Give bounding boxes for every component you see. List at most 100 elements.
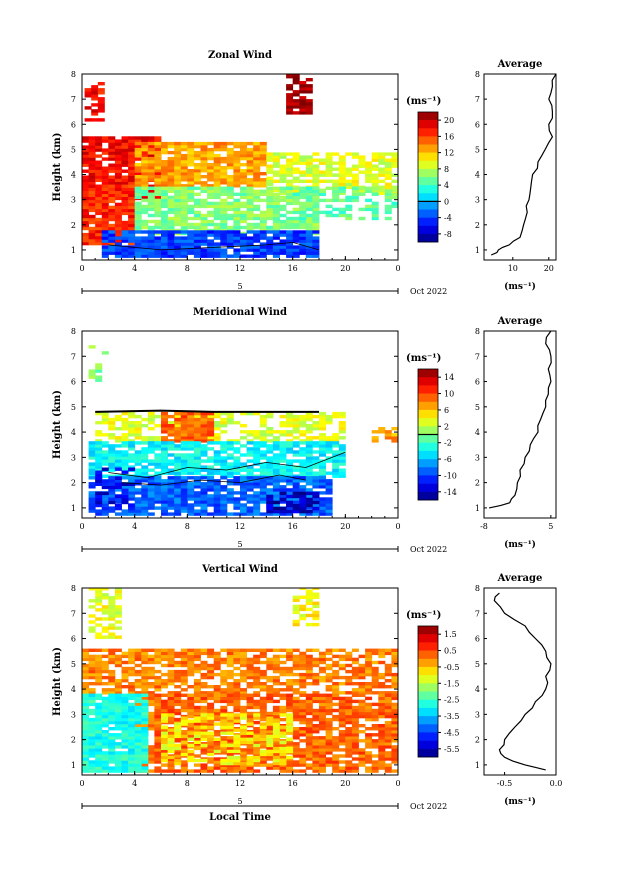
heatmap-cell — [193, 192, 201, 196]
heatmap-cell — [187, 184, 195, 188]
heatmap-cell — [108, 196, 116, 201]
heatmap-cell — [240, 506, 247, 510]
heatmap-cell — [292, 769, 300, 773]
heatmap-cell — [141, 471, 149, 475]
heatmap-cell — [180, 702, 188, 707]
heatmap-cell — [233, 254, 241, 258]
heatmap-cell — [121, 444, 129, 448]
heatmap-cell — [180, 722, 188, 726]
heatmap-cell — [161, 708, 168, 713]
heatmap-cell — [220, 751, 228, 755]
heatmap-cell — [213, 453, 221, 457]
heatmap-cell — [167, 717, 175, 722]
heatmap-cell — [213, 184, 221, 188]
heatmap-cell — [279, 648, 287, 652]
heatmap-cell — [305, 439, 313, 443]
heatmap-cell — [233, 153, 241, 158]
heatmap-cell — [325, 213, 333, 218]
heatmap-cell — [114, 232, 122, 237]
heatmap-cell — [226, 207, 234, 212]
heatmap-cell — [114, 727, 122, 731]
heatmap-cell — [200, 222, 208, 227]
heatmap-cell — [305, 751, 313, 755]
heatmap-cell — [108, 745, 116, 749]
heatmap-cell — [174, 746, 182, 751]
colorbar-tick-label: -0.5 — [444, 663, 459, 672]
heatmap-cell — [233, 766, 241, 770]
heatmap-cell — [88, 220, 96, 225]
heatmap-cell — [108, 608, 116, 612]
heatmap-cell — [174, 210, 182, 215]
heatmap-cell — [134, 757, 142, 761]
heatmap-cell — [299, 99, 307, 103]
heatmap-cell — [286, 476, 294, 480]
heatmap-cell — [319, 170, 326, 174]
heatmap-cell — [187, 233, 195, 237]
heatmap-cell — [213, 488, 221, 492]
heatmap-cell — [305, 682, 313, 686]
heatmap-cell — [240, 751, 247, 755]
heatmap-cell — [253, 222, 261, 227]
heatmap-cell — [154, 436, 162, 440]
heatmap-cell — [128, 748, 136, 752]
heatmap-cell — [319, 757, 326, 761]
heatmap-cell — [266, 245, 274, 249]
heatmap-cell — [193, 453, 201, 457]
heatmap-cell — [161, 713, 168, 717]
heatmap-cell — [240, 713, 247, 717]
heatmap-cell — [312, 167, 320, 171]
heatmap-cell — [365, 672, 373, 677]
heatmap-cell — [319, 512, 326, 516]
heatmap-cell — [272, 222, 280, 227]
heatmap-cell — [101, 688, 109, 692]
heatmap-cell — [95, 229, 103, 234]
heatmap-cell — [147, 488, 155, 492]
heatmap-cell — [292, 414, 300, 419]
heatmap-cell — [141, 760, 149, 764]
heatmap-cell — [266, 696, 274, 701]
heatmap-cell — [167, 204, 175, 209]
heatmap-cell — [292, 654, 300, 659]
heatmap-cell — [358, 654, 366, 659]
heatmap-cell — [220, 430, 228, 434]
heatmap-cell — [345, 727, 353, 731]
heatmap-cell — [154, 198, 162, 203]
heatmap-cell — [325, 503, 333, 507]
heatmap-cell — [108, 626, 116, 630]
heatmap-cell — [213, 494, 221, 498]
heatmap-cell — [200, 731, 208, 735]
heatmap-cell — [180, 485, 188, 489]
heatmap-cell — [332, 436, 340, 440]
heatmap-cell — [128, 485, 136, 489]
heatmap-cell — [207, 213, 215, 218]
heatmap-cell — [187, 198, 195, 203]
heatmap-cell — [147, 479, 155, 483]
heatmap-cell — [305, 742, 313, 746]
heatmap-cell — [226, 657, 234, 662]
heatmap-cell — [384, 693, 392, 697]
heatmap-cell — [174, 751, 182, 755]
heatmap-cell — [167, 699, 175, 704]
heatmap-cell — [246, 216, 254, 221]
heatmap-cell — [259, 752, 267, 757]
heatmap-cell — [378, 672, 386, 677]
heatmap-cell — [200, 769, 208, 773]
heatmap-cell — [312, 601, 320, 605]
heatmap-cell — [134, 503, 142, 507]
heatmap-cell — [299, 702, 307, 707]
heatmap-cell — [193, 512, 201, 516]
heatmap-cell — [141, 236, 149, 240]
heatmap-cell — [97, 97, 105, 101]
heatmap-cell — [345, 182, 353, 186]
heatmap-cell — [180, 453, 188, 457]
heatmap-cell — [101, 482, 109, 486]
heatmap-cell — [167, 766, 175, 770]
heatmap-cell — [305, 705, 313, 710]
heatmap-cell — [305, 242, 313, 246]
heatmap-cell — [200, 230, 208, 234]
heatmap-cell — [305, 720, 313, 725]
heatmap-cell — [91, 112, 99, 116]
heatmap-cell — [82, 657, 89, 662]
heatmap-cell — [253, 748, 261, 752]
heatmap-cell — [147, 769, 155, 773]
